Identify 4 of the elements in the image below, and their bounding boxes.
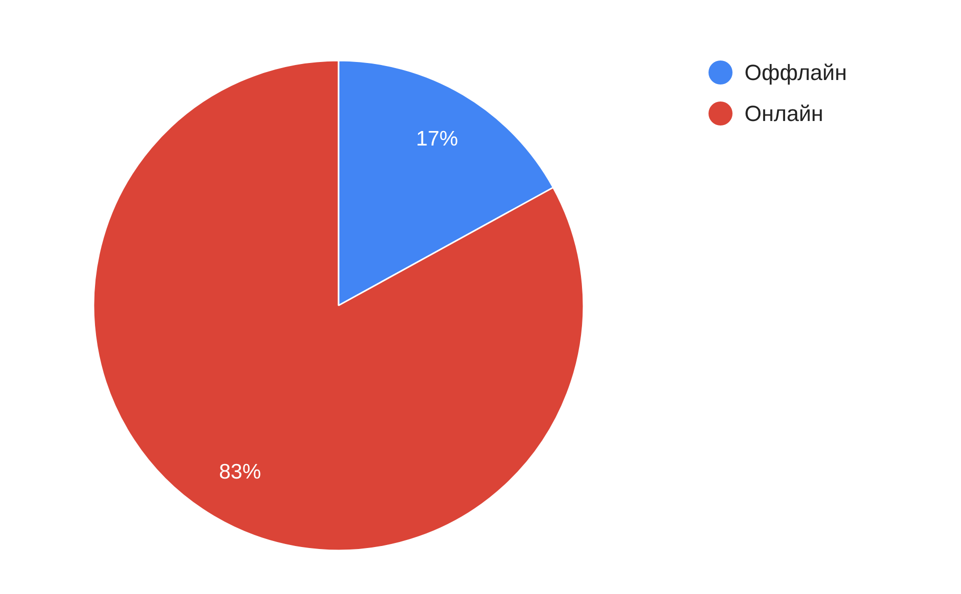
legend-label: Онлайн (744, 101, 824, 126)
data-label: 83% (218, 460, 261, 484)
data-label: 17% (416, 127, 458, 150)
legend-label: Оффлайн (744, 60, 847, 85)
